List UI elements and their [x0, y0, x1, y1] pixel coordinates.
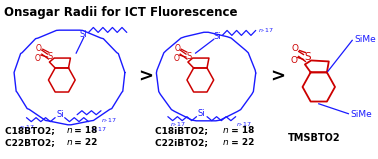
- Text: Si: Si: [214, 32, 222, 41]
- Text: SiMe: SiMe: [350, 110, 372, 119]
- Text: = 22: = 22: [228, 138, 254, 147]
- Text: Si: Si: [197, 109, 205, 118]
- Text: Onsagar Radii for ICT Fluorescence: Onsagar Radii for ICT Fluorescence: [3, 6, 237, 19]
- Text: = 22: = 22: [71, 138, 98, 147]
- Text: O: O: [36, 44, 42, 53]
- Text: O: O: [175, 44, 180, 53]
- Text: >: >: [270, 68, 285, 86]
- Text: $\it{n}$: $\it{n}$: [66, 138, 73, 147]
- Text: C22BTO2;: C22BTO2;: [5, 138, 57, 147]
- Text: >: >: [138, 68, 153, 86]
- Text: $\it{n}$: $\it{n}$: [222, 126, 229, 135]
- Text: $\it{n}$-17: $\it{n}$-17: [101, 116, 117, 124]
- Text: $\it{n}$-17: $\it{n}$-17: [170, 120, 186, 128]
- Text: S: S: [48, 52, 53, 61]
- Text: O: O: [35, 54, 41, 62]
- Text: C18BTO2;: C18BTO2;: [5, 126, 57, 135]
- Text: C22iBTO2;: C22iBTO2;: [155, 138, 212, 147]
- Text: $\it{n}$-17: $\it{n}$-17: [258, 26, 273, 35]
- Text: O: O: [291, 44, 298, 53]
- Text: Si: Si: [80, 30, 88, 39]
- Text: C18iBTO2;: C18iBTO2;: [155, 126, 212, 135]
- Text: = 18: = 18: [228, 126, 254, 135]
- Text: = 18: = 18: [71, 126, 98, 135]
- Text: $\it{n}$-17: $\it{n}$-17: [91, 125, 107, 133]
- Text: Si: Si: [56, 110, 64, 119]
- Text: S: S: [186, 52, 192, 61]
- Text: $\it{n}$-17: $\it{n}$-17: [235, 120, 251, 128]
- Text: SiMe: SiMe: [354, 35, 376, 44]
- Text: S: S: [304, 52, 311, 62]
- Text: $\it{n}$-17: $\it{n}$-17: [19, 123, 34, 131]
- Text: $\it{n}$: $\it{n}$: [66, 126, 73, 135]
- Text: $\it{n}$: $\it{n}$: [222, 138, 229, 147]
- Text: O: O: [174, 54, 180, 62]
- Text: O: O: [290, 56, 297, 65]
- Text: TMSBTO2: TMSBTO2: [288, 133, 340, 143]
